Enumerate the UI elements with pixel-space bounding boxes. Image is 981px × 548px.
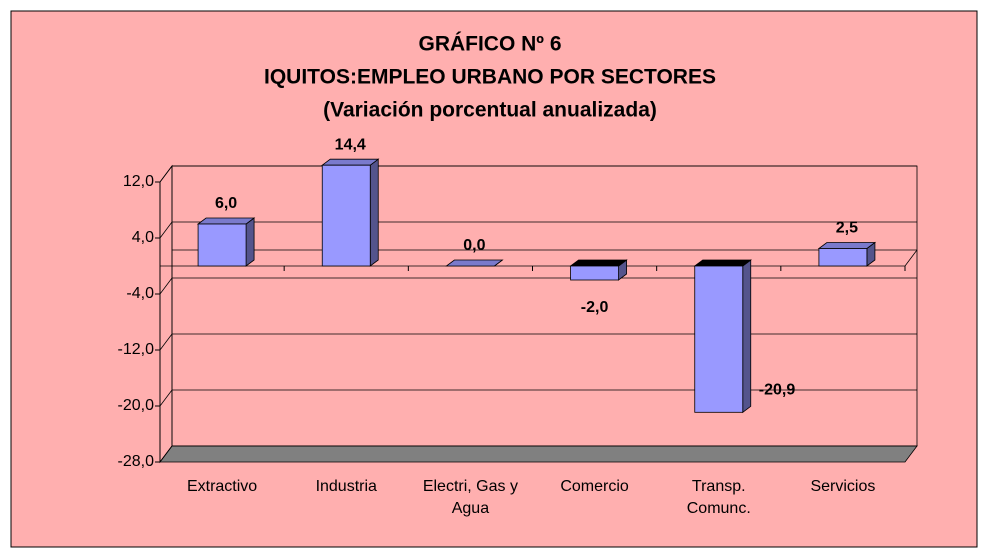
- bar: [694, 265, 744, 413]
- y-tick-label: 12,0: [123, 173, 154, 190]
- grid-line: [159, 221, 173, 239]
- grid-line: [159, 389, 173, 407]
- chart-title: IQUITOS:EMPLEO URBANO POR SECTORES: [264, 66, 716, 89]
- value-label: 14,4: [335, 136, 366, 153]
- x-tick-label: Transp. Comunc.: [686, 478, 751, 517]
- bar-top: [569, 259, 628, 267]
- value-label: 2,5: [836, 220, 858, 237]
- bar-top: [445, 259, 504, 267]
- x-tick-label: Extractivo: [186, 478, 258, 495]
- x-tick-label: Comercio: [560, 478, 629, 495]
- x-axis: [904, 249, 918, 267]
- x-tick-label: Electri, Gas y Agua: [422, 478, 518, 517]
- grid-line: [159, 445, 173, 463]
- bar-top: [817, 242, 877, 249]
- value-label: 0,0: [463, 237, 485, 254]
- bar: [570, 265, 619, 281]
- bar-side: [245, 217, 255, 267]
- chart-area: [10, 10, 978, 548]
- value-label: -20,9: [759, 382, 796, 399]
- y-tick-label: -28,0: [118, 453, 155, 470]
- grid-line: [159, 165, 173, 183]
- y-tick-label: -20,0: [118, 397, 155, 414]
- x-tick-label: Industria: [315, 478, 377, 495]
- bar-side: [742, 259, 752, 414]
- y-tick-label: -12,0: [118, 341, 155, 358]
- bar-top: [196, 217, 256, 225]
- bar-side: [369, 158, 379, 267]
- grid-line: [159, 333, 173, 351]
- y-tick-label: -4,0: [126, 285, 154, 302]
- chart-title: (Variación porcentual anualizada): [323, 99, 657, 122]
- chart-title: GRÁFICO Nº 6: [418, 33, 561, 56]
- grid-line: [159, 277, 173, 295]
- floor: [159, 445, 918, 463]
- bar: [321, 164, 371, 267]
- value-label: -2,0: [581, 299, 609, 316]
- y-tick-label: 4,0: [132, 229, 154, 246]
- x-tick-label: Servicios: [810, 478, 876, 495]
- bar-top: [693, 259, 752, 267]
- bar-top: [321, 158, 380, 166]
- bar: [197, 223, 247, 267]
- value-label: 6,0: [215, 195, 237, 212]
- bar: [818, 248, 868, 267]
